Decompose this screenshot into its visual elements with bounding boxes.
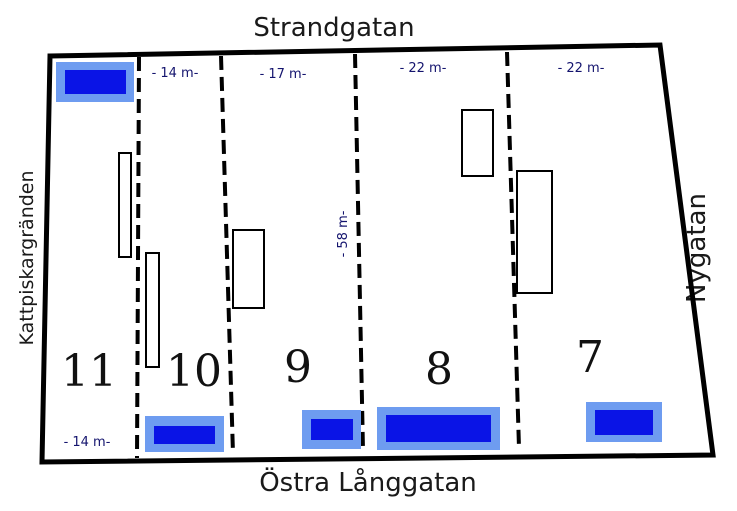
- outbuilding-7: [516, 170, 553, 294]
- plot-boundary-8-7: [505, 51, 521, 449]
- outbuilding-11: [118, 152, 132, 258]
- building-11: [65, 70, 126, 94]
- street-name-south: Östra Långgatan: [259, 466, 477, 498]
- plot-number-7: 7: [576, 332, 604, 383]
- plot-number-8: 8: [425, 344, 453, 395]
- block-outline: [39, 42, 716, 465]
- plot-number-10: 10: [166, 346, 222, 397]
- outbuilding-10: [145, 252, 160, 368]
- building-10: [154, 426, 215, 444]
- building-7: [595, 410, 653, 435]
- block-depth: - 58 m-: [336, 210, 351, 257]
- building-9: [311, 419, 353, 440]
- frontage-7: - 22 m-: [558, 61, 605, 76]
- plot-boundary-10-9: [219, 55, 235, 455]
- plot-number-9: 9: [284, 342, 312, 393]
- outbuilding-8: [461, 109, 494, 177]
- street-name-north: Strandgatan: [253, 13, 414, 43]
- frontage-9: - 17 m-: [260, 67, 307, 82]
- street-name-west: Kattpiskargränden: [16, 170, 38, 345]
- building-8: [386, 415, 491, 442]
- outbuilding-9: [232, 229, 265, 309]
- plot-boundary-11-10: [135, 56, 141, 459]
- frontage-8: - 22 m-: [400, 61, 447, 76]
- frontage-10: - 14 m-: [152, 66, 199, 81]
- plot-number-11: 11: [61, 346, 117, 397]
- plot-boundary-9-8: [353, 53, 365, 452]
- frontage-11: - 14 m-: [64, 435, 111, 450]
